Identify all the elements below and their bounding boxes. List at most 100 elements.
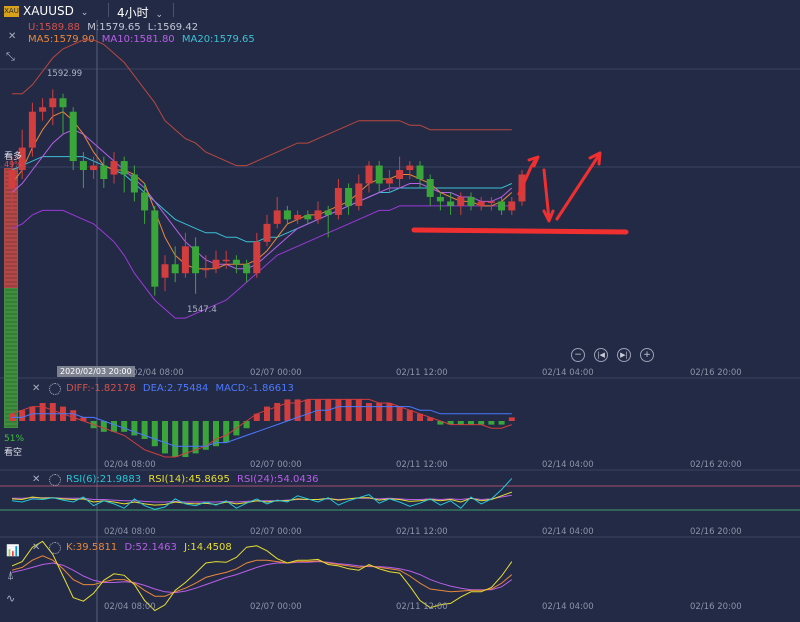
macd-hist-value: MACD:-1.86613 bbox=[215, 383, 294, 394]
macd-bar bbox=[172, 421, 179, 457]
candle-body bbox=[263, 223, 271, 242]
macd-bar bbox=[80, 417, 87, 421]
macd-bar bbox=[396, 406, 403, 421]
boll-lower-line bbox=[11, 205, 512, 319]
macd-diff-value: DIFF:-1.82178 bbox=[66, 383, 136, 394]
candle-body bbox=[120, 161, 128, 175]
candle-body bbox=[212, 259, 220, 269]
x-tick-label: 02/11 12:00 bbox=[396, 460, 448, 470]
timeframe-selector[interactable]: 4小时 ⌄ bbox=[117, 4, 163, 21]
zoom-in-button[interactable]: + bbox=[640, 348, 654, 362]
macd-bar bbox=[19, 410, 26, 421]
macd-bar bbox=[335, 399, 342, 421]
candle-body bbox=[365, 165, 373, 184]
candle-body bbox=[161, 264, 169, 278]
macd-dea-line bbox=[12, 406, 512, 447]
candle-body bbox=[39, 107, 47, 112]
candle-body bbox=[304, 214, 312, 220]
x-tick-label: 02/07 00:00 bbox=[250, 602, 302, 612]
macd-bar bbox=[366, 403, 372, 421]
collapse-arrows-icon[interactable]: ⤡ bbox=[6, 50, 15, 63]
kdj-settings-gear-icon[interactable] bbox=[49, 542, 61, 554]
waveform-icon[interactable]: ∿ bbox=[6, 592, 16, 605]
bear-label: 看空 bbox=[4, 448, 23, 458]
close-kdj-icon[interactable]: ✕ bbox=[32, 542, 41, 553]
candle-body bbox=[324, 210, 332, 215]
rsi6-line bbox=[11, 478, 513, 510]
kdj-d-value: D:52.1463 bbox=[124, 542, 177, 553]
ma-legend: MA5:1579.90 MA10:1581.80 MA20:1579.65 bbox=[28, 34, 255, 45]
x-tick-label: 02/04 08:00 bbox=[104, 602, 156, 612]
macd-bar bbox=[345, 399, 352, 421]
ma10-value: MA10:1581.80 bbox=[101, 34, 175, 45]
macd-bar bbox=[162, 421, 168, 454]
macd-bar bbox=[386, 403, 393, 421]
macd-settings-gear-icon[interactable] bbox=[49, 383, 61, 395]
macd-bar bbox=[223, 421, 230, 443]
arrow-head bbox=[527, 155, 540, 168]
macd-bar bbox=[141, 421, 148, 439]
bull-label: 看多 bbox=[4, 152, 23, 162]
low-price-label: 1547.4 bbox=[187, 305, 217, 315]
macd-bar bbox=[406, 410, 413, 421]
x-tick-label: 02/11 12:00 bbox=[396, 368, 448, 378]
x-tick-label: 02/16 20:00 bbox=[690, 460, 742, 470]
candle-body bbox=[498, 201, 506, 211]
candle-body bbox=[243, 264, 251, 274]
macd-bar bbox=[468, 421, 474, 425]
macd-bar bbox=[264, 406, 270, 421]
symbol-selector[interactable]: XAU XAUUSD ⌄ bbox=[4, 4, 88, 18]
zoom-out-button[interactable]: − bbox=[571, 348, 585, 362]
chevron-down-icon: ⌄ bbox=[80, 8, 89, 18]
macd-bar bbox=[478, 421, 485, 425]
indicator-chart-icon[interactable]: 📊 bbox=[6, 544, 20, 557]
candle-body bbox=[334, 187, 342, 215]
candle-body bbox=[100, 165, 108, 180]
macd-dea-value: DEA:2.75484 bbox=[142, 383, 209, 394]
macd-bar bbox=[355, 399, 362, 421]
x-tick-label: 02/16 20:00 bbox=[690, 527, 742, 537]
candle-body bbox=[181, 246, 189, 274]
price-series bbox=[8, 39, 526, 319]
ma5-value: MA5:1579.90 bbox=[28, 34, 95, 45]
candle-body bbox=[385, 179, 393, 184]
scroll-left-button[interactable]: |◀ bbox=[594, 348, 608, 362]
ma20-value: MA20:1579.65 bbox=[181, 34, 255, 45]
close-rsi-icon[interactable]: ✕ bbox=[32, 474, 41, 485]
macd-bar bbox=[498, 421, 505, 425]
drawing-tool-icon[interactable]: ⍋ bbox=[7, 568, 15, 582]
kdj-j-line bbox=[11, 540, 513, 612]
candle-body bbox=[375, 165, 383, 184]
candle-body bbox=[487, 201, 495, 203]
close-macd-icon[interactable]: ✕ bbox=[32, 383, 41, 394]
rsi6-value: RSI(6):21.9883 bbox=[66, 474, 142, 485]
kdj-j-value: J:14.4508 bbox=[184, 542, 232, 553]
candle-body bbox=[141, 192, 149, 211]
candle-body bbox=[477, 201, 485, 206]
macd-legend: DIFF:-1.82178 DEA:2.75484 MACD:-1.86613 bbox=[66, 383, 294, 394]
candle-body bbox=[436, 196, 444, 202]
boll-lower-value: L:1569.42 bbox=[147, 22, 199, 33]
x-tick-label: 02/14 04:00 bbox=[542, 602, 594, 612]
rsi-settings-gear-icon[interactable] bbox=[49, 474, 61, 486]
candle-body bbox=[192, 246, 200, 274]
candle-body bbox=[90, 165, 98, 171]
rsi-legend: RSI(6):21.9883 RSI(14):45.8695 RSI(24):5… bbox=[66, 474, 319, 485]
toolbar-divider bbox=[173, 3, 174, 17]
close-indicator-icon[interactable]: ✕ bbox=[8, 31, 17, 42]
rsi24-line bbox=[12, 494, 512, 503]
candle-body bbox=[18, 147, 26, 171]
macd-bar bbox=[100, 421, 107, 432]
candle-body bbox=[467, 196, 475, 206]
rsi14-value: RSI(14):45.8695 bbox=[148, 474, 230, 485]
candle-body bbox=[355, 183, 363, 206]
macd-bar bbox=[182, 421, 189, 457]
x-tick-label: 02/14 04:00 bbox=[542, 527, 594, 537]
scroll-right-button[interactable]: ▶| bbox=[617, 348, 631, 362]
arrow-head bbox=[542, 209, 555, 223]
rsi24-value: RSI(24):54.0436 bbox=[237, 474, 319, 485]
macd-bar bbox=[111, 421, 117, 432]
macd-bar bbox=[488, 421, 495, 425]
rsi-series bbox=[11, 478, 513, 510]
